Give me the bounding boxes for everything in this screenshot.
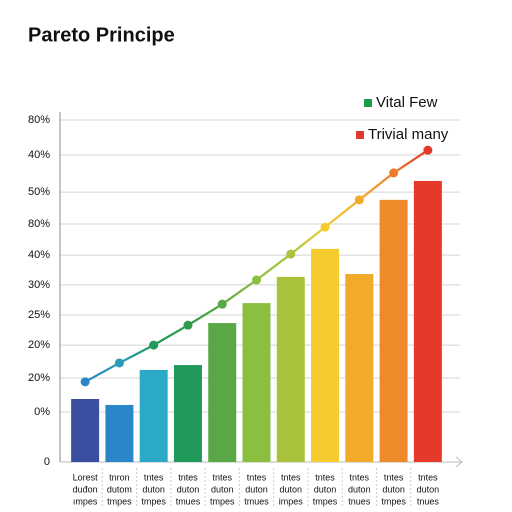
point — [389, 168, 399, 178]
x-tick-label: duđon — [73, 484, 98, 494]
y-tick-label: 80% — [28, 114, 50, 126]
x-tick-label: duton — [177, 484, 200, 494]
x-tick-label: duton — [417, 484, 440, 494]
point — [114, 358, 124, 368]
y-tick-label: 20% — [28, 372, 50, 384]
x-tick-label: Lorest — [73, 472, 99, 482]
x-tick-label: duton — [382, 484, 405, 494]
point — [80, 377, 90, 387]
legend-label: Trivial many — [368, 126, 449, 143]
chart-title: Pareto Principe — [28, 24, 175, 46]
y-tick-label: 80% — [28, 218, 50, 230]
y-tick-label: 30% — [28, 279, 50, 291]
x-tick-label: tntes — [384, 472, 404, 482]
x-tick-label: duton — [142, 484, 165, 494]
point — [149, 340, 159, 350]
bar — [173, 365, 202, 462]
x-tick-label: tntes — [144, 472, 164, 482]
point — [183, 320, 193, 330]
x-tick-label: tntes — [212, 472, 232, 482]
point — [252, 275, 261, 285]
x-tick-label: tmpes — [381, 496, 406, 506]
x-tick-label: tmues — [176, 496, 201, 506]
x-tick-label: duton — [348, 484, 371, 494]
x-tick-label: tntes — [418, 472, 438, 482]
x-tick-label: tntes — [350, 472, 370, 482]
point — [354, 195, 364, 205]
bar — [413, 180, 442, 462]
bar — [276, 276, 305, 462]
point — [217, 299, 227, 309]
x-tick-label: tntes — [281, 472, 301, 482]
x-tick-label: tmpes — [141, 496, 166, 506]
legend-swatch — [356, 131, 364, 139]
y-tick-label: 20% — [28, 339, 50, 351]
x-tick-label: tnron — [109, 472, 130, 482]
y-tick-label: 25% — [28, 309, 50, 321]
x-tick-label: ımpes — [73, 496, 98, 506]
y-tick-label: 0 — [44, 456, 50, 468]
y-tick-label: 0% — [34, 406, 50, 418]
x-tick-label: tmpes — [210, 496, 235, 506]
bar — [311, 248, 340, 462]
y-tick-label: 40% — [28, 249, 50, 261]
x-tick-label: tntes — [247, 472, 267, 482]
legend-swatch — [364, 99, 372, 107]
x-tick-label: duton — [245, 484, 268, 494]
point — [286, 249, 296, 259]
bar — [105, 404, 134, 462]
bar — [208, 323, 237, 462]
bar — [242, 303, 271, 462]
x-tick-label: tmues — [244, 496, 269, 506]
x-tick-label: tnues — [417, 496, 440, 506]
y-tick-label: 50% — [28, 186, 50, 198]
axis-arrow — [455, 456, 463, 468]
legend-label: Vital Few — [376, 94, 438, 111]
x-tick-label: duton — [280, 484, 303, 494]
x-tick-label: tmpes — [313, 496, 338, 506]
x-tick-label: duton — [314, 484, 337, 494]
bar — [139, 369, 168, 462]
bar — [71, 399, 100, 462]
x-tick-label: duton — [211, 484, 234, 494]
x-tick-label: impes — [279, 496, 304, 506]
point — [423, 145, 433, 155]
bar — [345, 274, 374, 462]
bar — [379, 199, 408, 462]
x-tick-label: tmpes — [107, 496, 132, 506]
x-tick-label: tnues — [348, 496, 371, 506]
point — [320, 222, 330, 232]
x-tick-label: tntes — [315, 472, 335, 482]
x-tick-label: tntes — [178, 472, 198, 482]
y-tick-label: 40% — [28, 149, 50, 161]
x-tick-label: dutom — [107, 484, 132, 494]
